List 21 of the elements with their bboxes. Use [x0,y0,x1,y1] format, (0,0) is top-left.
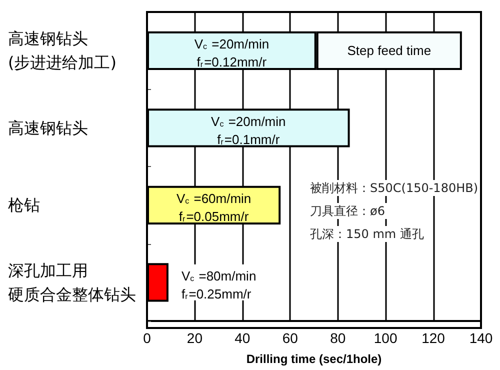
x-tick-label: 120 [422,330,446,346]
data-label: Vc =20m/min fr=0.1mm/r [211,114,286,147]
x-tick-label: 60 [282,330,298,346]
y-tick-label: 枪钻 [8,196,40,215]
x-tick-label: 140 [469,330,493,346]
data-label: Vc =20m/min fr=0.12mm/r [194,36,270,70]
annotation: 孔深：150 mm 通孔 [310,227,424,241]
x-tick-label: 80 [330,330,346,346]
x-tick-label: 40 [234,330,250,346]
x-tick-label: 100 [374,330,398,346]
x-tick-label: 20 [186,330,203,346]
annotation: 刀具直径：ø6 [310,204,385,218]
y-tick-label: 高速钢钻头 [8,118,88,138]
y-tick-label: 深孔加工用硬质合金整体钻头 [8,260,136,304]
data-label: Vc =80m/min fr=0.25mm/r [181,268,256,302]
x-tick-label: 0 [143,330,152,346]
data-label: Vc =60m/min fr=0.05mm/r [176,191,252,224]
annotation: 被削材料：S50C(150-180HB) [310,181,478,195]
series-label: Step feed time [347,43,432,58]
y-tick-label: 高速钢钻头(步进进给加工) [8,29,116,72]
x-axis-title: Drilling time (sec/1hole) [246,352,382,366]
